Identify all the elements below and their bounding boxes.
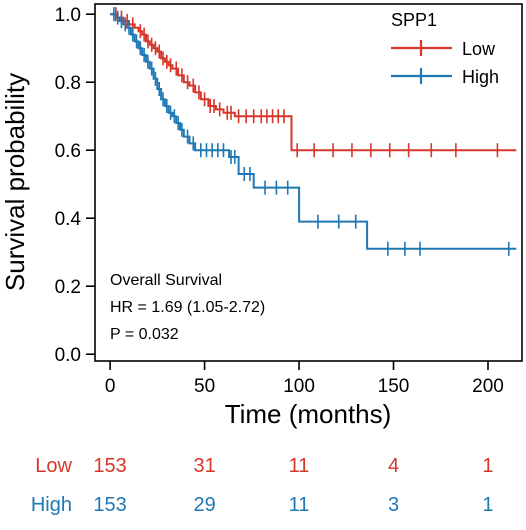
annotation-p-value: P = 0.032 <box>110 326 179 343</box>
y-tick-label: 0.0 <box>55 345 81 366</box>
plot-frame <box>94 3 523 362</box>
risk-count-high: 1 <box>482 494 493 516</box>
censor-marks <box>113 7 510 256</box>
stats-annotation: Overall Survival HR = 1.69 (1.05-2.72) P… <box>110 272 265 343</box>
risk-row-label-low: Low <box>35 455 72 477</box>
legend-label-high: High <box>462 67 499 87</box>
annotation-hazard-ratio: HR = 1.69 (1.05-2.72) <box>110 299 265 316</box>
risk-count-low: 153 <box>93 455 126 477</box>
y-axis-label: Survival probability <box>0 73 30 291</box>
risk-count-high: 3 <box>388 494 399 516</box>
y-tick-label: 0.8 <box>55 73 81 94</box>
survival-curves <box>110 13 517 250</box>
y-tick-label: 0.4 <box>55 209 82 230</box>
risk-count-low: 4 <box>388 455 399 477</box>
y-axis: 0.0 0.2 0.4 0.6 0.8 1.0 <box>55 5 95 366</box>
risk-count-high: 153 <box>93 494 126 516</box>
risk-count-high: 29 <box>193 494 215 516</box>
x-axis: 0 50 100 150 200 <box>105 361 504 397</box>
annotation-overall-survival: Overall Survival <box>110 272 222 289</box>
y-tick-label: 0.2 <box>55 277 81 298</box>
x-tick-label: 200 <box>472 376 504 397</box>
y-tick-label: 0.6 <box>55 141 81 162</box>
x-tick-label: 100 <box>283 376 315 397</box>
legend: SPP1 Low High <box>391 10 499 87</box>
risk-count-low: 11 <box>289 455 310 477</box>
x-tick-label: 50 <box>194 376 215 397</box>
risk-count-high: 11 <box>289 494 310 516</box>
risk-count-low: 31 <box>193 455 215 477</box>
legend-label-low: Low <box>462 39 496 59</box>
risk-row-label-high: High <box>31 494 72 516</box>
x-tick-label: 0 <box>105 376 116 397</box>
legend-title: SPP1 <box>391 10 437 30</box>
risk-count-low: 1 <box>482 455 493 477</box>
y-tick-label: 1.0 <box>55 5 81 26</box>
survival-line-high <box>110 13 517 250</box>
x-axis-label: Time (months) <box>225 399 392 429</box>
survival-line-low <box>110 13 517 152</box>
x-tick-label: 150 <box>378 376 410 397</box>
